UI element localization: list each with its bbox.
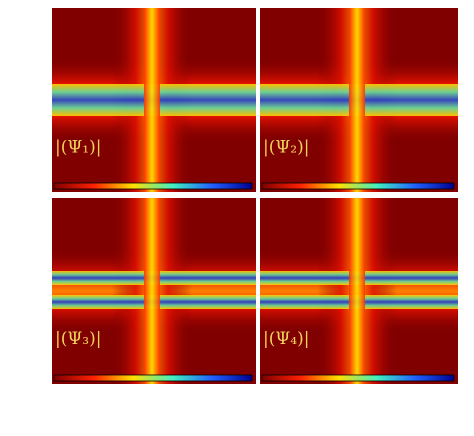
panel: |(Ψ₁)| [52,8,256,192]
panel: |(Ψ₃)| [52,198,256,384]
vertical-core [349,198,366,384]
panel-label: |(Ψ₂)| [263,137,309,157]
colorbar [261,182,455,190]
panel: |(Ψ₄)| [260,198,458,384]
colorbar [53,374,253,382]
panel-label: |(Ψ₁)| [55,137,101,157]
vertical-core [143,8,160,192]
vertical-core [143,198,160,384]
panel-label: |(Ψ₄)| [263,329,309,349]
vertical-core [349,8,366,192]
colorbar [53,182,253,190]
colorbar [261,374,455,382]
panel: |(Ψ₂)| [260,8,458,192]
panel-label: |(Ψ₃)| [55,329,101,349]
